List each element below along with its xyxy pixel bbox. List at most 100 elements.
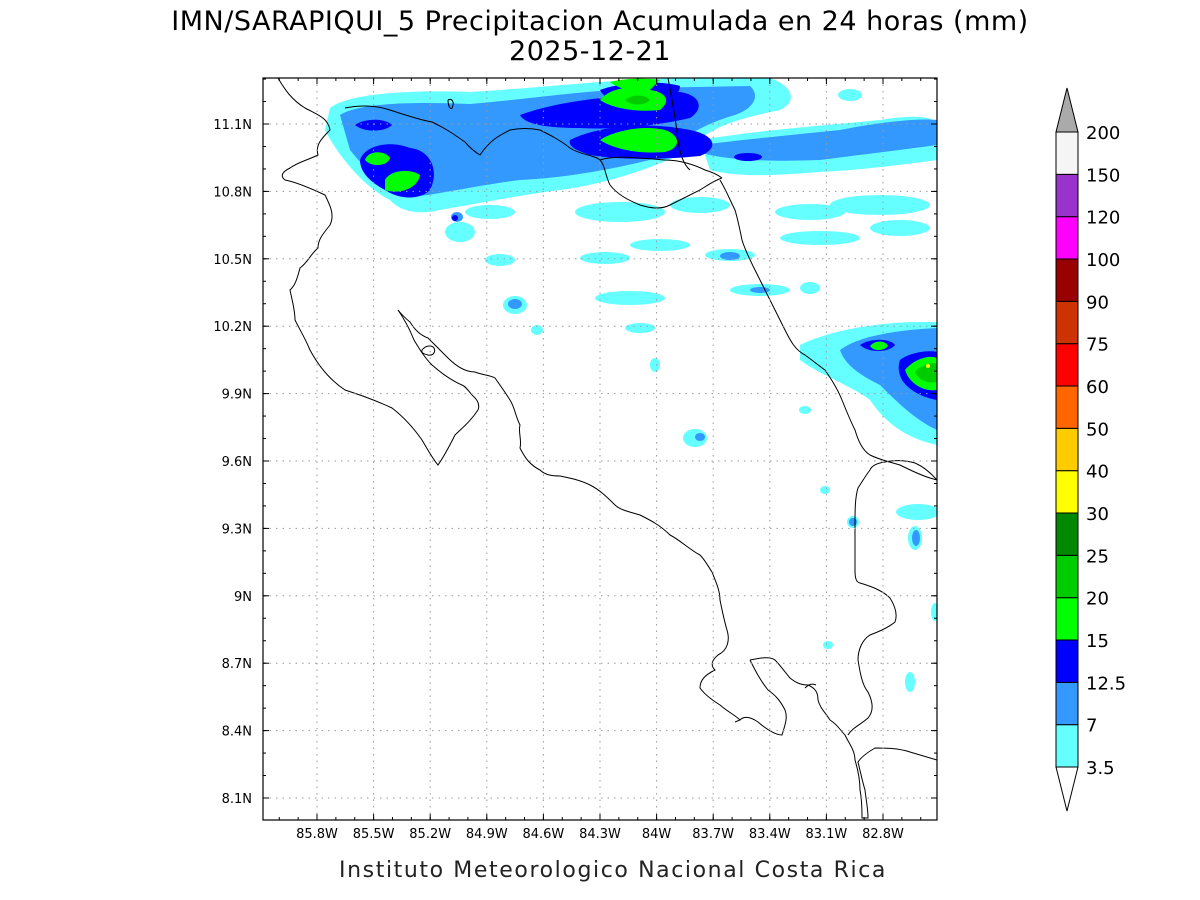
lon-tick-label: 84W xyxy=(642,827,672,842)
colorbar-label: 7 xyxy=(1086,716,1097,737)
lon-tick-label: 84.3W xyxy=(579,827,621,842)
colorbar-swatch xyxy=(1055,681,1079,726)
precip-area xyxy=(610,78,660,91)
colorbar-label: 200 xyxy=(1086,123,1120,144)
colorbar-label: 30 xyxy=(1086,504,1109,525)
map-title: IMN/SARAPIQUI_5 Precipitacion Acumulada … xyxy=(171,6,1028,37)
precip-cell xyxy=(750,287,770,293)
precipitation-field xyxy=(325,78,937,692)
coastline xyxy=(277,78,937,819)
lat-tick-label: 9.3N xyxy=(222,522,252,537)
precip-area xyxy=(870,341,888,351)
lat-tick-label: 9.9N xyxy=(222,388,252,403)
colorbar-swatch xyxy=(1055,258,1079,302)
lon-tick-label: 85.8W xyxy=(296,827,338,842)
lat-tick-label: 10.2N xyxy=(213,320,252,335)
precip-cell xyxy=(926,364,930,368)
precip-cell xyxy=(670,197,730,213)
colorbar-swatch xyxy=(1055,131,1079,175)
lon-tick-label: 85.2W xyxy=(409,827,451,842)
precip-cell xyxy=(799,406,811,414)
precip-area xyxy=(600,128,678,153)
precip-cell xyxy=(830,195,930,215)
colorbar-label: 120 xyxy=(1086,208,1120,229)
precip-cell xyxy=(775,204,845,220)
colorbar-legend: 3.5 7 12.5 15 20 25 30 40 50 60 75 90 100 120 150 200 xyxy=(1055,87,1126,812)
latitude-axis: 11.1N 10.8N 10.5N 10.2N 9.9N 9.6N 9.3N 9N 8.7N 8.… xyxy=(213,78,937,807)
colorbar-swatch xyxy=(1055,554,1079,599)
colorbar-over-arrow xyxy=(1055,87,1079,133)
colorbar-swatch xyxy=(1055,173,1079,218)
precip-cell xyxy=(650,358,660,372)
colorbar-label: 60 xyxy=(1086,377,1109,398)
credit-text: Instituto Meteorologico Nacional Costa R… xyxy=(339,858,887,883)
colorbar-label: 50 xyxy=(1086,419,1109,440)
lon-tick-label: 82.8W xyxy=(862,827,904,842)
colorbar-label: 15 xyxy=(1086,631,1109,652)
precip-cell xyxy=(838,89,862,101)
colorbar-swatch xyxy=(1055,216,1079,260)
colorbar-label: 20 xyxy=(1086,589,1109,610)
colorbar-label: 25 xyxy=(1086,546,1109,567)
precip-cell xyxy=(905,672,915,692)
lon-tick-label: 83.7W xyxy=(692,827,734,842)
lon-tick-label: 83.4W xyxy=(749,827,791,842)
lon-tick-label: 84.9W xyxy=(466,827,508,842)
colorbar-label: 3.5 xyxy=(1086,758,1115,779)
precip-cell xyxy=(630,239,690,251)
precip-cell xyxy=(734,153,762,161)
precip-cell xyxy=(800,282,820,294)
colorbar-swatch xyxy=(1055,470,1079,514)
precip-cell xyxy=(780,231,860,245)
lat-tick-label: 9.6N xyxy=(222,455,252,470)
lat-tick-label: 11.1N xyxy=(213,118,252,133)
lat-tick-label: 10.5N xyxy=(213,253,252,268)
precip-cell xyxy=(896,504,937,520)
colorbar-swatch xyxy=(1055,639,1079,683)
lat-tick-label: 8.1N xyxy=(222,792,252,807)
precip-cell xyxy=(508,299,522,309)
precip-cell xyxy=(575,202,665,222)
colorbar-label: 75 xyxy=(1086,335,1109,356)
precip-cell xyxy=(870,220,930,236)
precip-cell xyxy=(849,518,857,526)
precip-cell xyxy=(531,325,543,335)
precip-cell xyxy=(485,254,515,266)
grid-lines xyxy=(263,78,937,820)
precip-cell xyxy=(912,530,920,546)
colorbar-swatch xyxy=(1055,427,1079,472)
colorbar-label: 12.5 xyxy=(1086,673,1126,694)
precip-area xyxy=(840,328,937,430)
lat-tick-label: 8.4N xyxy=(222,725,252,740)
colorbar-swatch xyxy=(1055,385,1079,429)
colorbar-label: 90 xyxy=(1086,292,1109,313)
precip-area xyxy=(700,119,937,161)
precip-cell xyxy=(452,215,458,221)
precip-cell xyxy=(823,641,833,649)
precip-cell xyxy=(465,205,515,219)
lon-tick-label: 83.1W xyxy=(805,827,847,842)
precip-cell xyxy=(445,222,475,242)
colorbar-swatch xyxy=(1055,343,1079,387)
colorbar-swatch xyxy=(1055,724,1079,768)
map-date: 2025-12-21 xyxy=(509,36,671,67)
precip-cell xyxy=(625,323,655,333)
precip-cell xyxy=(595,291,665,305)
colorbar-label: 150 xyxy=(1086,165,1120,186)
colorbar-label: 100 xyxy=(1086,250,1120,271)
precip-cell xyxy=(820,486,830,494)
colorbar-swatch xyxy=(1055,597,1079,641)
lat-tick-label: 10.8N xyxy=(213,185,252,200)
precip-area xyxy=(365,152,390,166)
precip-cell xyxy=(720,252,740,260)
precip-area xyxy=(385,170,420,192)
lat-tick-label: 9N xyxy=(234,590,252,605)
colorbar-under-arrow xyxy=(1055,766,1079,812)
precip-area xyxy=(915,363,937,383)
precip-cell xyxy=(580,252,630,264)
colorbar-swatch xyxy=(1055,512,1079,556)
colorbar-label: 40 xyxy=(1086,462,1109,483)
precip-cell xyxy=(931,603,937,621)
lon-tick-label: 85.5W xyxy=(353,827,395,842)
